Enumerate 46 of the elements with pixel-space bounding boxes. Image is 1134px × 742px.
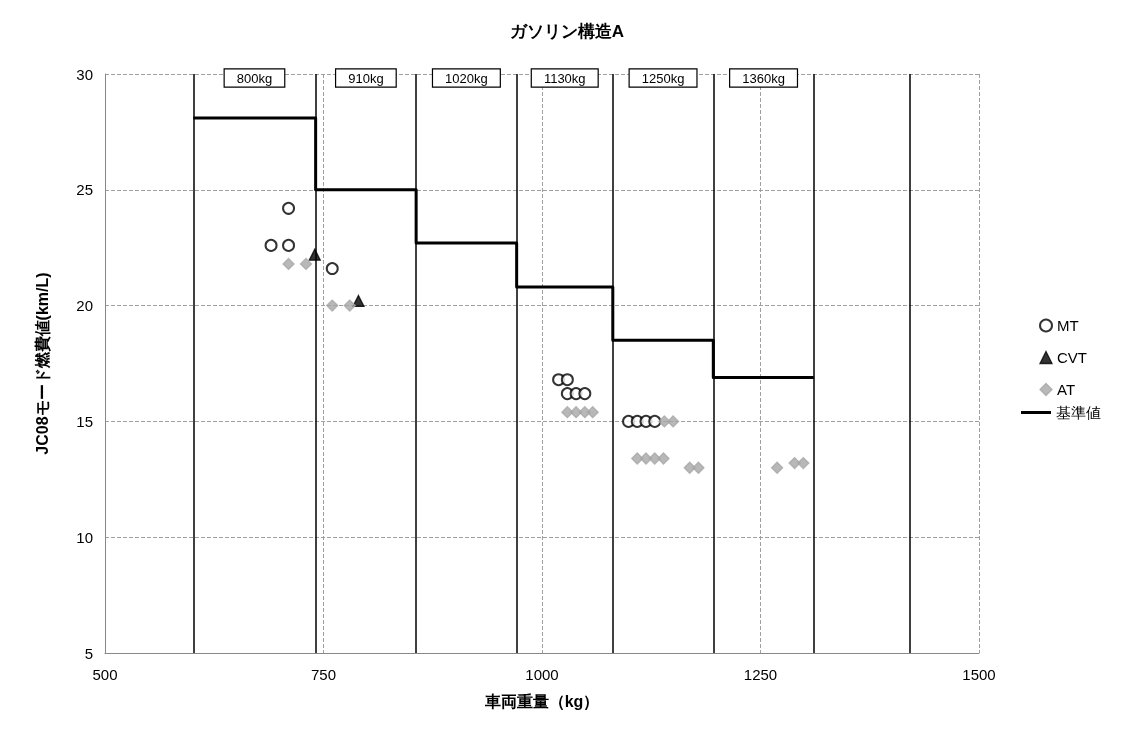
x-axis-title: 車両重量（kg） [483,692,600,711]
point [282,201,296,215]
annotation: 1250kg [641,70,685,86]
point [658,415,671,428]
point [352,294,365,308]
point [325,262,339,276]
annotation: 800kg [236,70,273,86]
point [264,238,278,252]
x-tick-label: 750 [310,666,337,683]
legend-label: AT [1057,381,1076,398]
legend-label: 基準値 [1056,404,1101,421]
x-tick-label: 1000 [525,666,559,683]
annotation: 1130kg [543,70,586,86]
point [666,415,680,428]
point [343,299,356,312]
annotation: 910kg [348,70,384,86]
point [299,257,313,271]
y-tick-label: 30 [76,65,93,83]
point [770,461,784,474]
chart-title: ガソリン構造A [509,22,625,41]
point [578,387,592,401]
point [648,414,662,428]
annotation: 1020kg [445,70,488,86]
y-axis-title: JC08モード燃費値(km/L) [33,272,51,455]
y-tick-label: 15 [76,412,93,430]
point [560,373,574,387]
point [648,452,661,465]
point [797,456,810,470]
point [282,238,296,252]
legend-label: MT [1057,317,1079,334]
point [657,452,670,465]
x-tick-label: 1250 [743,666,778,683]
legend-label: CVT [1057,349,1087,366]
point [282,257,295,271]
y-tick-label: 5 [84,644,93,662]
annotation: 1360kg [742,70,785,86]
point [569,405,583,419]
point [692,461,705,474]
y-tick-label: 10 [76,528,93,546]
x-tick-label: 500 [92,666,118,683]
y-tick-label: 25 [76,181,93,199]
point [631,452,644,465]
point [586,405,599,419]
point [326,299,339,312]
y-tick-label: 20 [76,297,93,315]
x-tick-label: 1500 [962,666,996,683]
